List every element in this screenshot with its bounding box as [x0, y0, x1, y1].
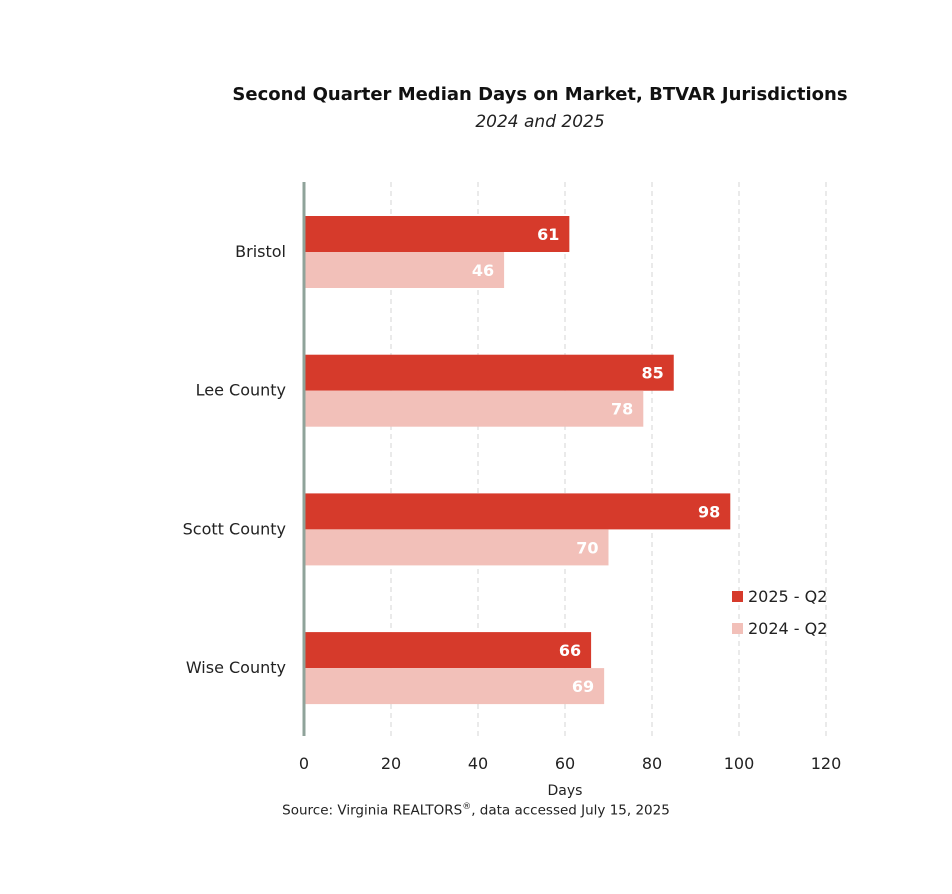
legend-label-2025: 2025 - Q2 — [748, 586, 828, 606]
x-tick-label-40: 40 — [468, 754, 488, 773]
category-label-3: Wise County — [186, 658, 286, 677]
x-tick-label-100: 100 — [724, 754, 755, 773]
data-label-0-2: 98 — [698, 502, 720, 521]
legend-swatch-2024 — [732, 622, 743, 634]
legend-label-2024: 2024 - Q2 — [748, 618, 828, 638]
legend: 2025 - Q2 2024 - Q2 — [732, 580, 827, 644]
data-label-1-0: 46 — [472, 261, 494, 280]
data-label-1-2: 70 — [576, 538, 598, 557]
bar-0-1 — [304, 354, 674, 391]
chart-title: Second Quarter Median Days on Market, BT… — [232, 84, 848, 105]
chart-subtitle: 2024 and 2025 — [475, 112, 605, 132]
category-label-1: Lee County — [196, 381, 286, 400]
legend-item-2024: 2024 - Q2 — [732, 612, 827, 644]
data-label-1-3: 69 — [572, 677, 594, 696]
bar-1-3 — [304, 668, 605, 705]
legend-swatch-2025 — [732, 590, 743, 602]
data-label-0-1: 85 — [641, 364, 663, 383]
source-prefix: Source: Virginia REALTORS — [282, 802, 463, 819]
category-label-2: Scott County — [183, 519, 286, 538]
bar-0-3 — [304, 632, 592, 669]
category-label-0: Bristol — [235, 242, 286, 261]
data-label-0-0: 61 — [537, 225, 559, 244]
x-tick-label-20: 20 — [381, 754, 401, 773]
bar-1-0 — [304, 252, 505, 288]
source-note: Source: Virginia REALTORS®, data accesse… — [200, 802, 752, 819]
data-label-0-3: 66 — [559, 641, 581, 660]
bar-1-1 — [304, 390, 644, 427]
x-axis-label: Days — [548, 783, 583, 799]
source-registered-mark: ® — [462, 802, 472, 812]
x-tick-label-60: 60 — [555, 754, 575, 773]
bar-1-2 — [304, 529, 609, 566]
bar-0-2 — [304, 493, 731, 530]
legend-item-2025: 2025 - Q2 — [732, 580, 827, 612]
x-tick-label-80: 80 — [642, 754, 662, 773]
x-tick-label-120: 120 — [811, 754, 842, 773]
x-tick-label-0: 0 — [299, 754, 309, 773]
source-suffix: , data accessed July 15, 2025 — [471, 802, 670, 819]
bar-0-0 — [304, 216, 570, 252]
data-label-1-1: 78 — [611, 400, 633, 419]
